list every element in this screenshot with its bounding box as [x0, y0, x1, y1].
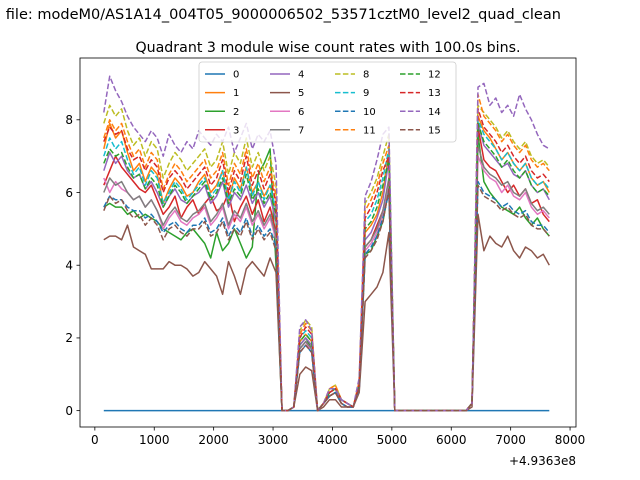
legend-label-11: 11: [363, 125, 376, 136]
x-tick-label: 3000: [258, 433, 289, 447]
axes-frame: [79, 57, 577, 428]
y-tick-label: 0: [65, 404, 73, 418]
plot-area: 0 1000 2000 3000 4000 5000 6000 7000 8000 0 2 4 6 8 +4…: [65, 57, 586, 468]
legend-label-12: 12: [428, 70, 441, 81]
legend-label-3: 3: [233, 125, 239, 136]
y-tick-label: 2: [65, 331, 73, 345]
legend-label-1: 1: [233, 88, 239, 99]
x-tick-label: 8000: [555, 433, 586, 447]
x-tick-label: 2000: [198, 433, 229, 447]
legend-label-7: 7: [298, 125, 304, 136]
series-line-15: [103, 184, 550, 412]
x-tick-label: 4000: [317, 433, 348, 447]
legend-label-10: 10: [363, 107, 376, 118]
legend-box: [198, 61, 457, 143]
series-line-13: [103, 108, 550, 412]
series-line-14: [103, 75, 550, 412]
y-tick-label: 6: [65, 186, 73, 200]
series-line-5: [103, 213, 550, 412]
legend-label-13: 13: [428, 88, 441, 99]
x-tick-label: 6000: [436, 433, 467, 447]
legend-label-4: 4: [298, 70, 304, 81]
legend-label-0: 0: [233, 70, 239, 81]
figure-suptitle: n file: modeM0/AS1A14_004T05_9000006502_…: [0, 7, 561, 23]
legend-label-2: 2: [233, 107, 239, 118]
chart-title: Quadrant 3 module wise count rates with …: [135, 40, 520, 56]
x-tick-label: 5000: [377, 433, 408, 447]
legend-label-9: 9: [363, 88, 369, 99]
x-offset-label: +4.9363e8: [509, 454, 576, 468]
x-tick-label: 1000: [139, 433, 170, 447]
y-tick-label: 8: [65, 113, 73, 127]
legend-label-14: 14: [428, 107, 441, 118]
y-tick-label: 4: [65, 259, 73, 273]
legend-label-15: 15: [428, 125, 441, 136]
legend-label-5: 5: [298, 88, 304, 99]
legend-label-6: 6: [298, 107, 304, 118]
legend-label-8: 8: [363, 70, 369, 81]
x-tick-label: 7000: [495, 433, 526, 447]
x-tick-label: 0: [91, 433, 99, 447]
